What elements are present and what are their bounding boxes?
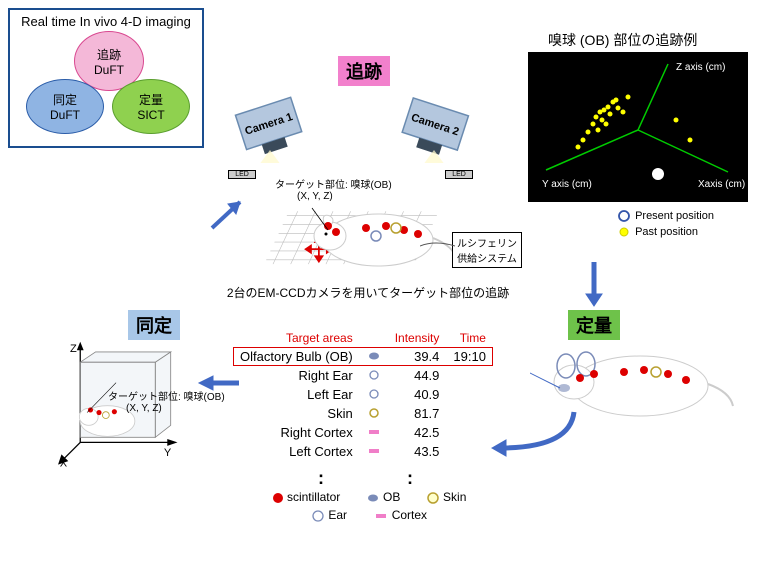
venn-right-en: SICT (117, 108, 185, 122)
r0-name: Olfactory Bulb (OB) (234, 348, 359, 365)
r1-int: 44.9 (389, 367, 446, 384)
row-ob: Olfactory Bulb (OB) 39.419:10 (234, 348, 492, 365)
camera-1: Camera 1 (230, 88, 305, 163)
vdots-2: : (407, 468, 413, 489)
target2-l1: ターゲット部位: 嗅球(OB) (108, 388, 225, 403)
r2-name: Left Ear (234, 386, 359, 403)
led-1: LED (228, 170, 256, 179)
venn-top-jp: 追跡 (79, 46, 139, 63)
camera-2: Camera 2 (398, 88, 473, 163)
arrow-to-track (208, 192, 250, 234)
present-text: Present position (635, 210, 714, 222)
luciferin-line (420, 238, 458, 258)
mouse-quant (530, 338, 735, 430)
row-lcortex: Left Cortex 43.5 (234, 443, 492, 460)
yaxis-label: Y axis (cm) (542, 179, 592, 190)
y-label: Y (164, 447, 172, 459)
r4-int: 42.5 (389, 424, 446, 441)
luciferin-l2: 供給システム (455, 250, 519, 265)
venn-right-jp: 定量 (117, 91, 185, 108)
intensity-table: Target areas IntensityTime Olfactory Bulb… (232, 328, 494, 462)
legend: scintillator OB Skin Ear Cortex (220, 490, 530, 522)
venn-right: 定量 SICT (112, 79, 190, 134)
past-legend: Past position (618, 226, 698, 238)
target-label-ident: ターゲット部位: 嗅球(OB) (X, Y, Z) (108, 388, 225, 414)
venn-title: Real time In vivo 4-D imaging (14, 14, 198, 29)
xaxis-label: Xaxis (cm) (698, 179, 745, 190)
luciferin-box: ルシフェリン 供給システム (452, 232, 522, 268)
venn-diagram: 追跡 DuFT 同定 DuFT 定量 SICT (14, 31, 194, 139)
heading-ident: 同定 (128, 310, 180, 340)
target-l1: ターゲット部位: 嗅球(OB) (275, 176, 392, 191)
led-2: LED (445, 170, 473, 179)
venn-left-en: DuFT (31, 108, 99, 122)
leg-ob: OB (383, 490, 400, 504)
th-time: Time (447, 330, 492, 346)
arrow-to-quant (580, 258, 608, 312)
r2-int: 40.9 (389, 386, 446, 403)
venn-top-en: DuFT (79, 63, 139, 77)
tracking-title: 嗅球 (OB) 部位の追跡例 (548, 30, 697, 50)
camera-caption: 2台のEM-CCDカメラを用いてターゲット部位の追跡 (218, 284, 518, 301)
past-text: Past position (635, 226, 698, 238)
row-rear: Right Ear 44.9 (234, 367, 492, 384)
leg-skin: Skin (443, 490, 466, 504)
row-lear: Left Ear 40.9 (234, 386, 492, 403)
x-label: X (60, 457, 68, 468)
tracking-panel: Xaxis (cm) Y axis (cm) Z axis (cm) (528, 52, 748, 202)
venn-panel: Real time In vivo 4-D imaging 追跡 DuFT 同定… (8, 8, 204, 148)
venn-left: 同定 DuFT (26, 79, 104, 134)
heading-track: 追跡 (338, 56, 390, 86)
luciferin-l1: ルシフェリン (455, 235, 519, 250)
row-skin: Skin 81.7 (234, 405, 492, 422)
vdots-1: : (318, 468, 324, 489)
r3-int: 81.7 (389, 405, 446, 422)
th-area: Target areas (234, 330, 359, 346)
r0-int: 39.4 (389, 348, 446, 365)
heading-quant: 定量 (568, 310, 620, 340)
target2-l2: (X, Y, Z) (126, 403, 225, 414)
venn-left-jp: 同定 (31, 91, 99, 108)
leg-ear: Ear (328, 508, 347, 522)
r3-name: Skin (234, 405, 359, 422)
r5-name: Left Cortex (234, 443, 359, 460)
r5-int: 43.5 (389, 443, 446, 460)
z-label: Z (70, 343, 77, 355)
r0-time: 19:10 (447, 348, 492, 365)
leg-cortex: Cortex (392, 508, 427, 522)
leg-scint: scintillator (287, 490, 340, 504)
r1-name: Right Ear (234, 367, 359, 384)
th-intensity: Intensity (389, 330, 446, 346)
r4-name: Right Cortex (234, 424, 359, 441)
row-rcortex: Right Cortex 42.5 (234, 424, 492, 441)
zaxis-label: Z axis (cm) (676, 62, 725, 73)
present-legend: Present position (618, 210, 714, 222)
